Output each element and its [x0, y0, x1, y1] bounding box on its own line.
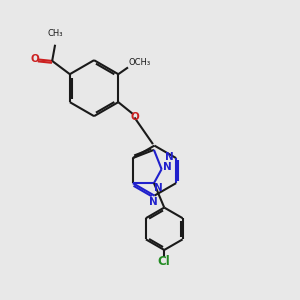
Text: O: O	[30, 55, 39, 64]
Text: N: N	[154, 183, 163, 194]
Text: Cl: Cl	[158, 255, 171, 268]
Text: O: O	[131, 112, 140, 122]
Text: OCH₃: OCH₃	[129, 58, 151, 68]
Text: CH₃: CH₃	[47, 29, 63, 38]
Text: N: N	[165, 152, 174, 162]
Text: N: N	[148, 197, 157, 207]
Text: N: N	[163, 162, 172, 172]
